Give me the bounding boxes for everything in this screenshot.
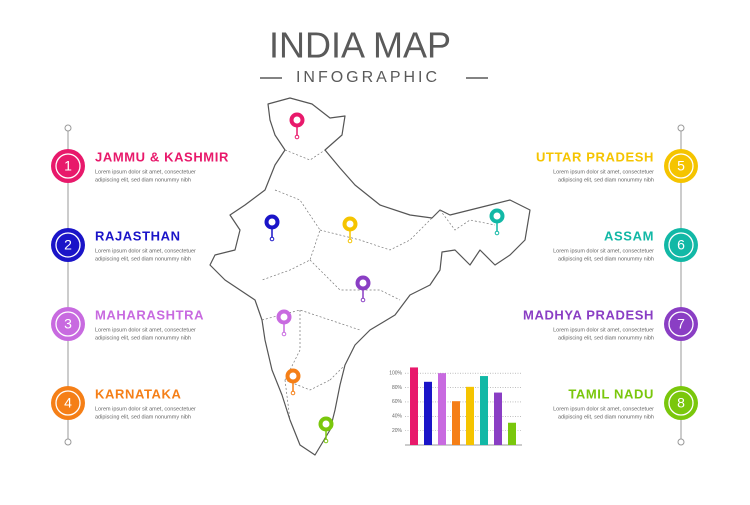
y-tick-label: 80% xyxy=(392,385,403,391)
item-desc: adipiscing elit, sed diam nonummy nibh xyxy=(95,414,191,420)
pin-center xyxy=(268,218,276,226)
badge-number: 4 xyxy=(64,395,72,411)
item-name: MAHARASHTRA xyxy=(95,307,204,322)
bar xyxy=(452,401,460,445)
pin-center xyxy=(289,372,297,380)
badge-ring xyxy=(55,232,81,258)
pin-center xyxy=(346,220,354,228)
badge-ring xyxy=(668,390,694,416)
item-desc: Lorem ipsum dolor sit amet, consectetuer xyxy=(95,169,196,175)
bar xyxy=(466,386,474,445)
y-tick-label: 60% xyxy=(392,399,403,405)
y-tick-label: 100% xyxy=(389,371,402,377)
subtitle: INFOGRAPHIC xyxy=(296,69,440,86)
item-desc: Lorem ipsum dolor sit amet, consectetuer xyxy=(95,327,196,333)
bar xyxy=(494,392,502,445)
bar xyxy=(480,376,488,445)
item-desc: adipiscing elit, sed diam nonummy nibh xyxy=(95,256,191,262)
pin-dot xyxy=(347,238,353,244)
rail-end xyxy=(64,124,72,132)
item-name: RAJASTHAN xyxy=(95,228,181,243)
badge-ring xyxy=(55,153,81,179)
item-desc: Lorem ipsum dolor sit amet, consectetuer xyxy=(553,327,654,333)
badge-ring xyxy=(668,311,694,337)
bar xyxy=(438,373,446,445)
item-name: ASSAM xyxy=(604,228,654,243)
item-desc: Lorem ipsum dolor sit amet, consectetuer xyxy=(95,406,196,412)
item-desc: adipiscing elit, sed diam nonummy nibh xyxy=(558,256,654,262)
bar xyxy=(410,367,418,445)
badge-ring xyxy=(668,153,694,179)
item-desc: adipiscing elit, sed diam nonummy nibh xyxy=(558,414,654,420)
item-name: TAMIL NADU xyxy=(568,386,654,401)
badge-number: 1 xyxy=(64,158,72,174)
bar xyxy=(508,422,516,445)
y-tick-label: 40% xyxy=(392,414,403,420)
pin-dot xyxy=(294,134,300,140)
item-name: KARNATAKA xyxy=(95,386,182,401)
rail-end xyxy=(64,438,72,446)
badge-ring xyxy=(55,311,81,337)
y-tick-label: 20% xyxy=(392,428,403,434)
item-desc: Lorem ipsum dolor sit amet, consectetuer xyxy=(553,406,654,412)
item-desc: adipiscing elit, sed diam nonummy nibh xyxy=(95,177,191,183)
badge-ring xyxy=(55,390,81,416)
item-desc: Lorem ipsum dolor sit amet, consectetuer xyxy=(553,248,654,254)
badge-number: 8 xyxy=(677,395,685,411)
item-name: JAMMU & KASHMIR xyxy=(95,149,229,164)
item-desc: adipiscing elit, sed diam nonummy nibh xyxy=(95,335,191,341)
item-desc: Lorem ipsum dolor sit amet, consectetuer xyxy=(553,169,654,175)
pins xyxy=(264,112,505,444)
badge-ring xyxy=(668,232,694,258)
pin-dot xyxy=(360,297,366,303)
pin-dot xyxy=(494,230,500,236)
badge-number: 6 xyxy=(677,237,685,253)
pin-dot xyxy=(323,438,329,444)
pin-dot xyxy=(290,390,296,396)
item-desc: adipiscing elit, sed diam nonummy nibh xyxy=(558,177,654,183)
item-desc: adipiscing elit, sed diam nonummy nibh xyxy=(558,335,654,341)
pin-center xyxy=(293,116,301,124)
badge-number: 2 xyxy=(64,237,72,253)
pin-dot xyxy=(281,331,287,337)
item-desc: Lorem ipsum dolor sit amet, consectetuer xyxy=(95,248,196,254)
badge-number: 5 xyxy=(677,158,685,174)
badge-number: 7 xyxy=(677,316,685,332)
rail-end xyxy=(677,438,685,446)
india-map xyxy=(209,97,531,456)
title: INDIA MAP xyxy=(269,25,451,66)
item-name: MADHYA PRADESH xyxy=(523,307,654,322)
pin-center xyxy=(493,212,501,220)
badge-number: 3 xyxy=(64,316,72,332)
pin-center xyxy=(280,313,288,321)
pin-dot xyxy=(269,236,275,242)
rail-end xyxy=(677,124,685,132)
bar xyxy=(424,381,432,445)
item-name: UTTAR PRADESH xyxy=(536,149,654,164)
pin-center xyxy=(322,420,330,428)
pin-center xyxy=(359,279,367,287)
